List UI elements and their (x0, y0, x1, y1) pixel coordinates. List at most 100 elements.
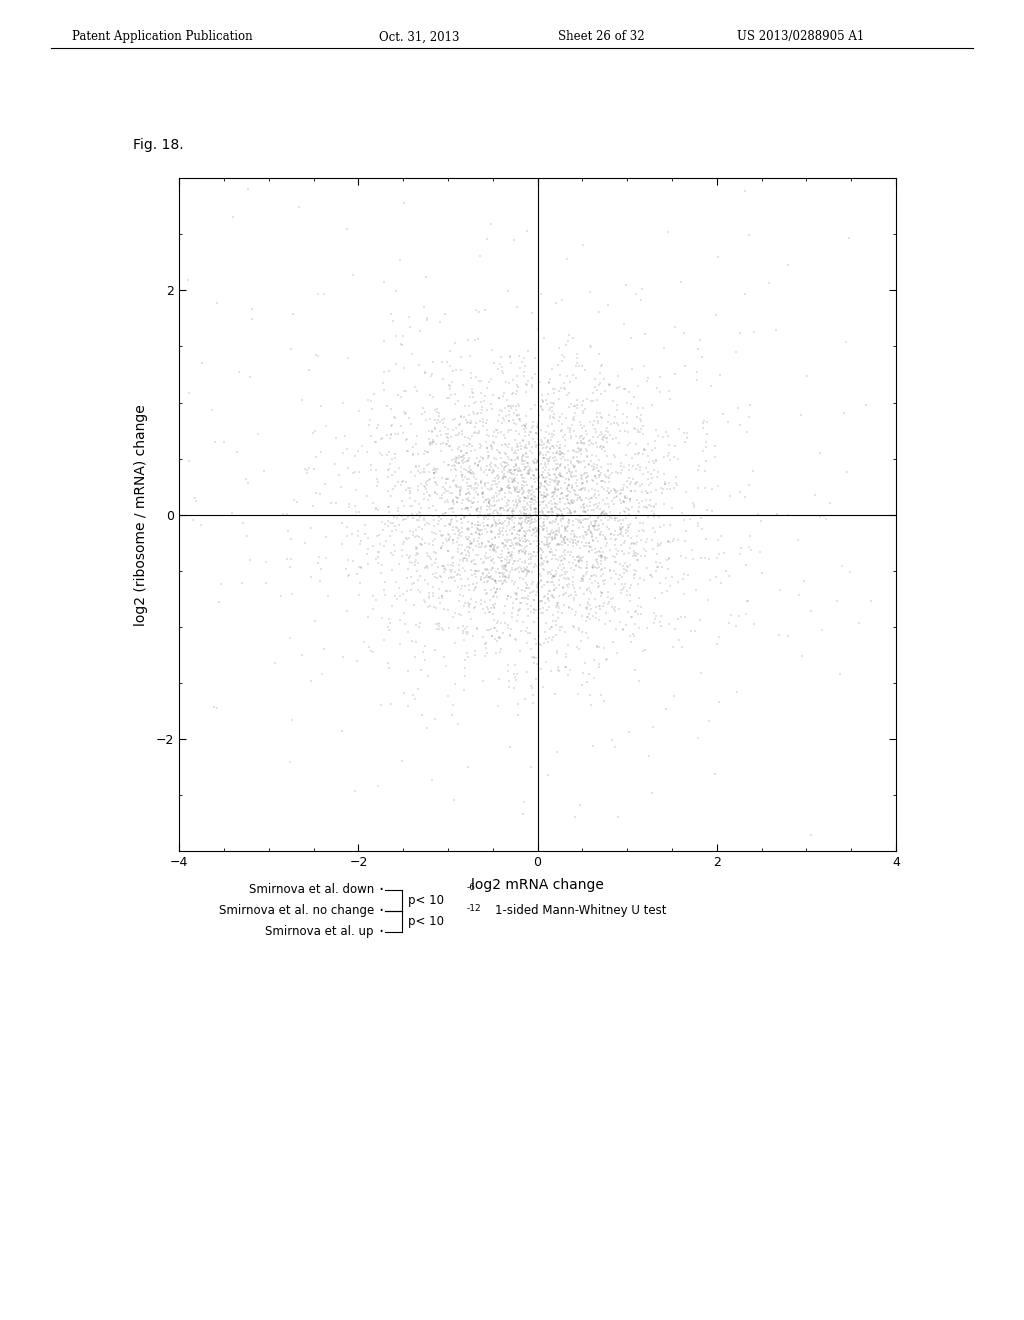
Point (478, 495, 495, 516)
Point (518, 453, 535, 474)
Point (312, 396, 329, 417)
Point (605, 598, 622, 619)
Point (528, 577, 545, 598)
Point (531, 564, 548, 585)
Point (456, 445, 472, 466)
Point (369, 418, 385, 440)
Point (444, 546, 461, 568)
Point (636, 496, 652, 517)
Point (494, 550, 510, 572)
Point (552, 500, 568, 521)
Point (482, 565, 499, 586)
Point (573, 550, 590, 572)
Point (546, 488, 562, 510)
Point (636, 569, 652, 590)
Point (655, 494, 672, 515)
Point (464, 381, 480, 403)
Point (564, 327, 581, 348)
Point (559, 366, 575, 387)
Point (488, 612, 505, 634)
Point (460, 541, 476, 562)
Point (521, 553, 538, 574)
Point (485, 515, 502, 536)
Point (589, 437, 605, 458)
Point (432, 593, 449, 614)
Point (403, 552, 420, 573)
Point (592, 595, 608, 616)
Point (607, 737, 624, 758)
Point (406, 595, 422, 616)
Point (398, 428, 415, 449)
Point (481, 459, 498, 480)
Point (590, 515, 606, 536)
Point (523, 495, 540, 516)
Point (512, 599, 528, 620)
Point (542, 437, 558, 458)
Point (560, 535, 577, 556)
Point (392, 249, 409, 271)
Point (456, 548, 472, 569)
Point (447, 359, 464, 380)
Point (386, 507, 402, 528)
Point (438, 528, 455, 549)
Point (539, 470, 555, 491)
Point (492, 570, 508, 591)
Point (536, 482, 552, 503)
Point (588, 510, 604, 531)
Point (519, 480, 536, 502)
Point (541, 561, 557, 582)
Point (384, 521, 400, 543)
Point (547, 496, 563, 517)
Point (510, 457, 526, 478)
Point (395, 471, 412, 492)
Point (500, 660, 516, 681)
Point (415, 404, 431, 425)
Point (600, 594, 616, 615)
Point (545, 545, 561, 566)
Point (608, 462, 625, 483)
Point (484, 533, 501, 554)
Point (585, 414, 601, 436)
Point (501, 677, 517, 698)
Point (608, 378, 625, 399)
Point (612, 611, 629, 632)
Point (385, 535, 401, 556)
Point (228, 441, 245, 462)
Point (601, 404, 617, 425)
Point (515, 531, 531, 552)
Point (484, 626, 501, 647)
Point (557, 564, 573, 585)
Point (427, 598, 443, 619)
Point (540, 496, 556, 517)
Point (512, 531, 528, 552)
Point (713, 573, 729, 594)
Point (600, 412, 616, 433)
Point (635, 512, 651, 533)
Point (458, 459, 474, 480)
Point (431, 618, 447, 639)
Point (460, 511, 476, 532)
Point (529, 517, 546, 539)
Point (531, 521, 548, 543)
Point (488, 440, 505, 461)
Point (495, 533, 511, 554)
Point (516, 558, 532, 579)
Point (522, 484, 539, 506)
Point (456, 595, 472, 616)
Point (660, 548, 677, 569)
Point (591, 492, 607, 513)
Point (554, 426, 570, 447)
Point (485, 495, 502, 516)
Point (530, 607, 547, 628)
Point (350, 525, 367, 546)
Point (564, 477, 581, 498)
Point (473, 471, 489, 492)
Point (549, 484, 565, 506)
Point (540, 533, 556, 554)
Point (528, 467, 545, 488)
Point (565, 616, 582, 638)
Point (649, 378, 666, 399)
Point (301, 457, 317, 478)
Point (240, 525, 256, 546)
Point (526, 453, 543, 474)
